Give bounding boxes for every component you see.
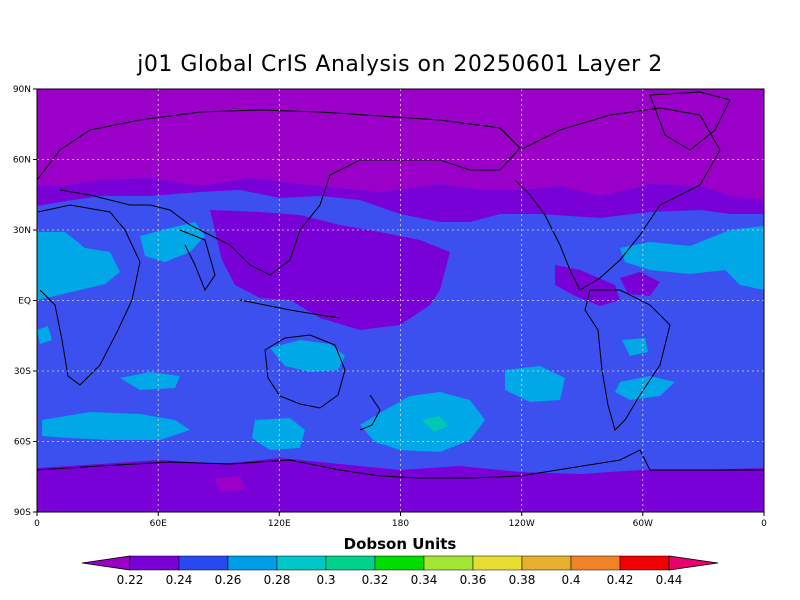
east-pacific-patch	[620, 226, 764, 290]
colorbar-tick: 0.26	[215, 573, 242, 587]
y-tick-label: 60N	[13, 156, 31, 166]
atlantic-lobe	[620, 272, 660, 296]
colorbar-swatch	[570, 555, 621, 571]
x-tick-label: 0	[34, 519, 40, 529]
y-tick-label: 90N	[13, 85, 31, 95]
gridlines	[37, 89, 764, 512]
south-america-patch	[622, 338, 648, 356]
coast-australia	[264, 334, 346, 409]
colorbar-low-arrow	[81, 555, 131, 571]
colorbar-label: Dobson Units	[343, 535, 457, 553]
west-pacific-lobe	[210, 210, 450, 330]
y-tick-label: 30S	[14, 367, 31, 377]
north-africa-patch	[37, 232, 120, 300]
colorbar-tick: 0.4	[561, 573, 580, 587]
colorbar-high-arrow	[668, 555, 719, 571]
x-axis: 0 60E 120E 180 120W 60W 0	[34, 512, 767, 529]
colorbar-swatch	[619, 555, 670, 571]
x-tick-label: 120E	[268, 519, 291, 529]
coast-eurasia	[37, 109, 521, 276]
colorbar-swatch	[374, 555, 425, 571]
colorbar-swatch	[227, 555, 278, 571]
colorbar-swatch	[325, 555, 376, 571]
tasman-patch	[252, 418, 305, 450]
x-tick-label: 60W	[633, 519, 653, 529]
colorbar-tick: 0.24	[166, 573, 193, 587]
y-tick-label: EQ	[18, 297, 31, 307]
south-purple-patch	[215, 476, 245, 492]
y-tick-label: 60S	[14, 438, 31, 448]
colorbar-swatch	[276, 555, 327, 571]
colorbar-swatch	[129, 555, 180, 571]
coast-new-zealand	[359, 394, 381, 431]
coastlines	[37, 91, 764, 479]
y-tick-label: 90S	[14, 508, 31, 518]
colorbar-tick: 0.36	[460, 573, 487, 587]
colorbar-tick: 0.38	[509, 573, 536, 587]
colorbar-swatch	[423, 555, 474, 571]
colorbar-tick: 0.32	[362, 573, 389, 587]
colorbar-tick: 0.22	[117, 573, 144, 587]
colorbar-tick: 0.3	[316, 573, 335, 587]
x-tick-label: 60E	[150, 519, 167, 529]
colorbar-swatch	[472, 555, 523, 571]
y-tick-label: 30N	[13, 226, 31, 236]
southern-indian-patch	[42, 412, 190, 440]
x-tick-label: 120W	[509, 519, 535, 529]
coast-north-america	[514, 107, 721, 291]
atlantic-tropic-patch	[37, 326, 52, 344]
y-axis: 90N 60N 30N EQ 30S 60S 90S	[13, 85, 37, 518]
colorbar-tick: 0.28	[264, 573, 291, 587]
map-title: j01 Global CrIS Analysis on 20250601 Lay…	[137, 52, 663, 77]
colorbar-tick: 0.42	[607, 573, 634, 587]
indian-ocean-patch	[120, 372, 180, 390]
south-pacific-patch	[505, 366, 565, 402]
coast-india	[179, 229, 216, 292]
colorbar-swatch	[178, 555, 229, 571]
coast-greenland	[649, 91, 731, 151]
coast-indonesia	[239, 299, 341, 319]
colorbar: 0.22 0.24 0.26 0.28 0.3 0.32 0.34 0.36 0…	[81, 555, 719, 587]
x-tick-label: 0	[761, 519, 767, 529]
new-zealand-south-patch	[360, 392, 485, 452]
colorbar-tick: 0.34	[411, 573, 438, 587]
australia-patch	[270, 340, 345, 372]
coast-africa	[37, 204, 141, 386]
colorbar-tick: 0.44	[656, 573, 683, 587]
coast-south-america	[584, 289, 671, 431]
x-tick-label: 180	[392, 519, 409, 529]
coast-antarctica	[37, 449, 764, 479]
colorbar-swatch	[521, 555, 572, 571]
teal-core	[422, 416, 448, 432]
